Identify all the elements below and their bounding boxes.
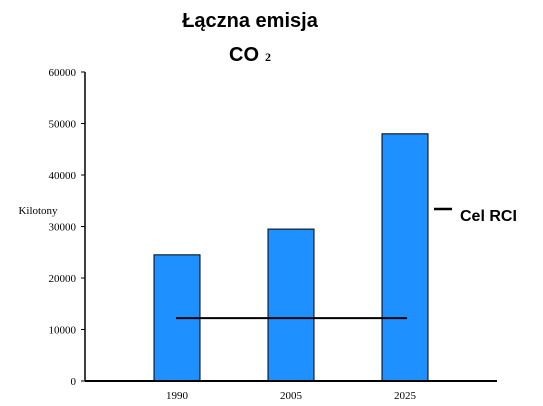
y-tick-label: 40000 — [49, 170, 77, 182]
x-tick-label: 1990 — [166, 390, 189, 402]
y-tick-label: 20000 — [49, 273, 77, 285]
y-axis-label: Kilotony — [18, 205, 58, 217]
y-tick-label: 0 — [71, 376, 77, 388]
legend-label: Cel RCI — [460, 208, 517, 225]
y-tick-label: 50000 — [49, 119, 77, 131]
bars — [153, 133, 429, 382]
y-tick-label: 10000 — [49, 325, 77, 337]
x-tick-label: 2025 — [394, 390, 417, 402]
chart-title-co: CO — [229, 44, 259, 66]
y-tick-label: 30000 — [49, 222, 77, 234]
chart-title-line2: CO 2 — [229, 44, 271, 66]
bar-2025 — [381, 133, 429, 382]
x-tick-label: 2005 — [280, 390, 303, 402]
x-axis-ticks: 1990 2005 2025 — [166, 390, 417, 402]
chart-title: Łączna emisja — [182, 10, 319, 32]
y-tick-label: 60000 — [49, 67, 77, 79]
chart-title-subscript: 2 — [265, 50, 271, 64]
y-axis-ticks: 0 10000 20000 30000 40000 50000 60000 — [49, 67, 85, 388]
bar-2005 — [267, 228, 315, 382]
